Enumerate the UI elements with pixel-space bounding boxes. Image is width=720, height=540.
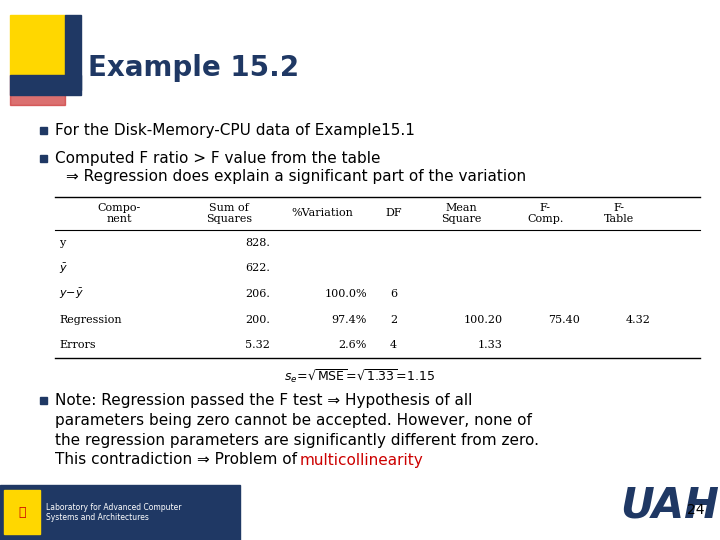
Bar: [40, 154, 47, 161]
Text: Sum of
Squares: Sum of Squares: [206, 202, 252, 224]
Bar: [40, 396, 47, 403]
Text: 6: 6: [390, 289, 397, 299]
Text: 2: 2: [390, 315, 397, 325]
Text: 622.: 622.: [246, 264, 270, 273]
Text: F-
Comp.: F- Comp.: [527, 202, 563, 224]
Text: This contradiction ⇒ Problem of: This contradiction ⇒ Problem of: [55, 453, 302, 468]
Text: Example 15.2: Example 15.2: [88, 54, 299, 82]
Text: ⇒ Regression does explain a significant part of the variation: ⇒ Regression does explain a significant …: [66, 170, 526, 185]
Text: %Variation: %Variation: [292, 208, 354, 219]
Text: Compo-
nent: Compo- nent: [98, 202, 141, 224]
Text: 100.20: 100.20: [464, 315, 503, 325]
Text: Note: Regression passed the F test ⇒ Hypothesis of all: Note: Regression passed the F test ⇒ Hyp…: [55, 393, 472, 408]
Text: F-
Table: F- Table: [604, 202, 634, 224]
Text: 24: 24: [688, 503, 705, 517]
Text: 4: 4: [390, 340, 397, 350]
Text: 200.: 200.: [246, 315, 270, 325]
Text: 206.: 206.: [246, 289, 270, 299]
Text: Mean
Square: Mean Square: [441, 202, 482, 224]
Text: 2.6%: 2.6%: [338, 340, 367, 350]
Bar: [0, 485, 240, 540]
Text: y: y: [59, 238, 66, 248]
Text: 828.: 828.: [246, 238, 270, 248]
Text: 🏠: 🏠: [18, 505, 26, 518]
Bar: [10, 75, 65, 105]
Text: Laboratory for Advanced Computer
Systems and Architectures: Laboratory for Advanced Computer Systems…: [46, 503, 181, 522]
Bar: [40, 126, 47, 133]
Text: UAH: UAH: [620, 484, 719, 526]
Text: $\bar{y}$: $\bar{y}$: [59, 261, 68, 275]
Bar: [10, 15, 65, 75]
Text: Errors: Errors: [59, 340, 96, 350]
Text: 4.32: 4.32: [626, 315, 651, 325]
Text: 75.40: 75.40: [548, 315, 580, 325]
Text: Computed F ratio > F value from the table: Computed F ratio > F value from the tabl…: [55, 151, 380, 165]
Text: DF: DF: [385, 208, 402, 219]
Text: $y\mathrm{-}\bar{y}$: $y\mathrm{-}\bar{y}$: [59, 287, 84, 301]
Text: 97.4%: 97.4%: [332, 315, 367, 325]
Text: 100.0%: 100.0%: [325, 289, 367, 299]
Bar: [10, 75, 81, 95]
Text: 5.32: 5.32: [246, 340, 270, 350]
Text: parameters being zero cannot be accepted. However, none of: parameters being zero cannot be accepted…: [55, 413, 532, 428]
Text: For the Disk-Memory-CPU data of Example15.1: For the Disk-Memory-CPU data of Example1…: [55, 123, 415, 138]
Bar: [65, 15, 81, 90]
Text: the regression parameters are significantly different from zero.: the regression parameters are significan…: [55, 433, 539, 448]
Text: $s_e\!=\!\sqrt{\mathrm{MSE}}\!=\!\sqrt{1.33}\!=\!1.15$: $s_e\!=\!\sqrt{\mathrm{MSE}}\!=\!\sqrt{1…: [284, 367, 436, 385]
Text: multicollinearity: multicollinearity: [300, 453, 424, 468]
Bar: [4, 490, 40, 534]
Text: 1.33: 1.33: [477, 340, 503, 350]
Text: Regression: Regression: [59, 315, 122, 325]
